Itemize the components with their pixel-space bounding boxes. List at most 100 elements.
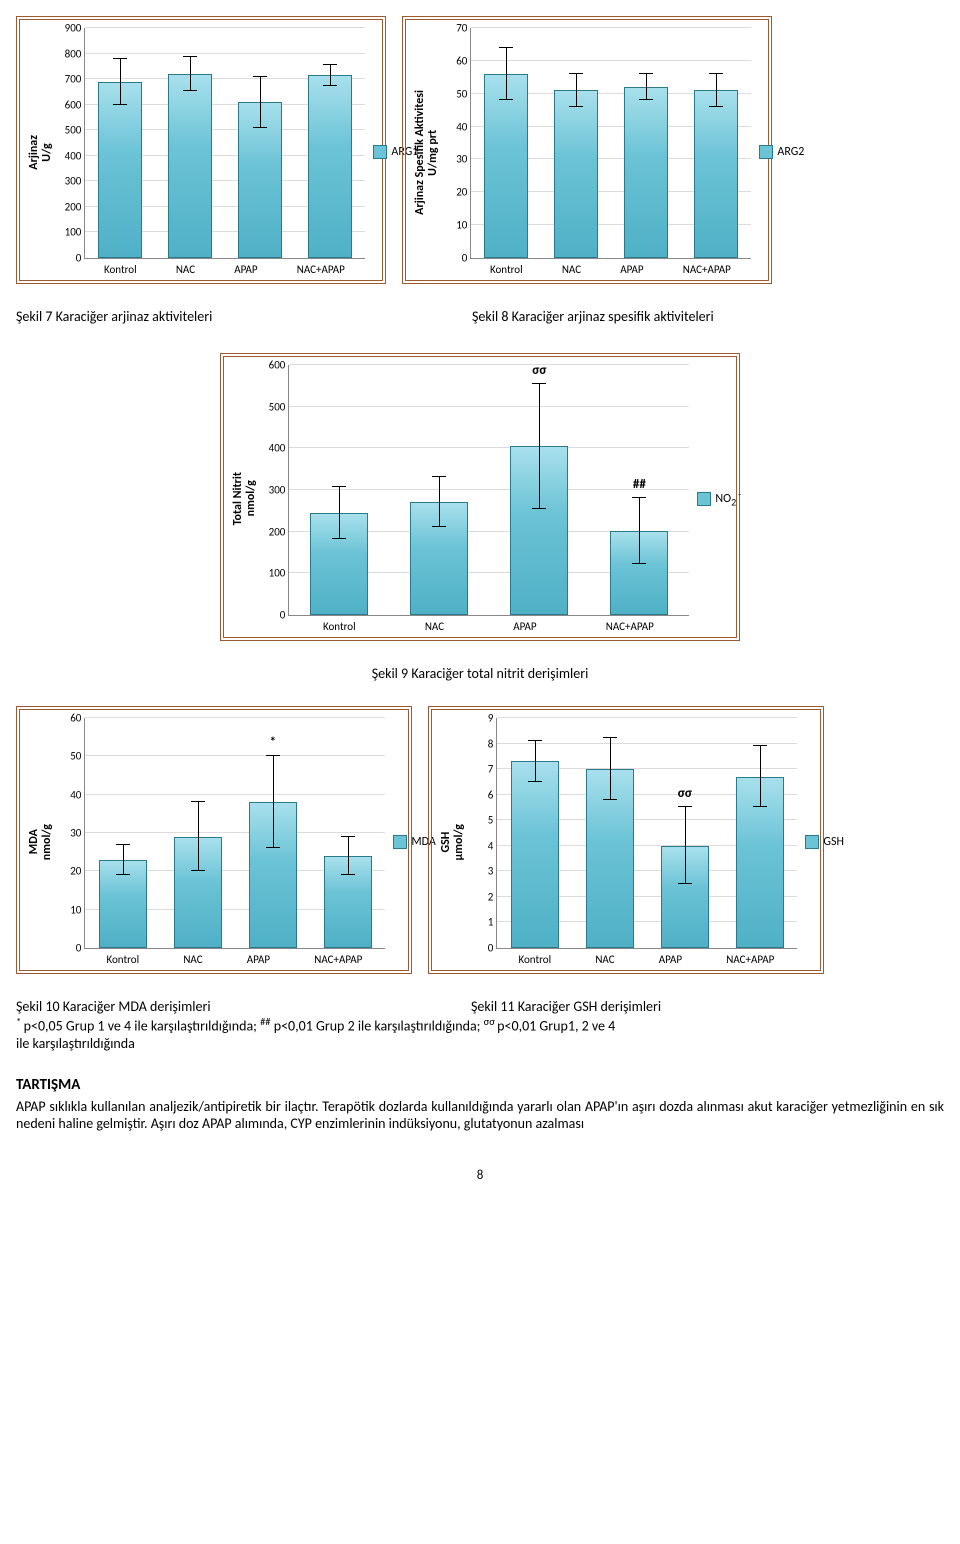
- chart-no2: Total Nitritnmol/g0100200300400500600σσ#…: [220, 353, 740, 641]
- arg2-xlabel: Kontrol: [490, 263, 523, 276]
- arg1-ytick: 500: [65, 124, 86, 137]
- mda-xlabel: NAC: [183, 953, 202, 966]
- gsh-legend: GSH: [797, 718, 844, 966]
- no2-xlabel: Kontrol: [323, 620, 356, 633]
- stats-note: * p<0,05 Grup 1 ve 4 ile karşılaştırıldı…: [16, 1015, 944, 1052]
- row-charts-2: Total Nitritnmol/g0100200300400500600σσ#…: [16, 353, 944, 641]
- mda-ylabel: MDAnmol/g: [28, 824, 54, 860]
- caption-fig10: Şekil 10 Karaciğer MDA derişimleri: [16, 998, 471, 1015]
- mda-ytick: 0: [76, 942, 86, 955]
- arg1-xlabel: APAP: [234, 263, 257, 276]
- stats-text-1: p<0,05 Grup 1 ve 4 ile karşılaştırıldığı…: [24, 1018, 260, 1035]
- arg2-bar: [624, 87, 668, 258]
- arg2-bar: [484, 74, 528, 258]
- stats-line2: ile karşılaştırıldığında: [16, 1035, 944, 1052]
- caption-fig11: Şekil 11 Karaciğer GSH derişimleri: [471, 998, 661, 1015]
- gsh-ytick: 7: [488, 763, 498, 776]
- caption-fig9: Şekil 9 Karaciğer total nitrit derişimle…: [16, 665, 944, 682]
- gsh-ytick: 2: [488, 890, 498, 903]
- gsh-ytick: 3: [488, 865, 498, 878]
- arg1-bar: [98, 82, 142, 258]
- arg2-xlabel: NAC: [562, 263, 581, 276]
- arg2-ytick: 0: [462, 252, 472, 265]
- arg1-ytick: 300: [65, 175, 86, 188]
- no2-ytick: 100: [269, 567, 290, 580]
- arg1-ytick: 100: [65, 226, 86, 239]
- row-charts-3: MDAnmol/g 0102030405060* Kontrol NAC APAP NAC…: [16, 706, 944, 974]
- gsh-xlabel: Kontrol: [518, 953, 551, 966]
- mda-xlabel: APAP: [247, 953, 270, 966]
- arg2-xlabel: APAP: [620, 263, 643, 276]
- mda-annotation: *: [270, 735, 276, 750]
- gsh-plot: 0123456789σσ: [496, 718, 797, 949]
- arg1-ytick: 600: [65, 98, 86, 111]
- gsh-ytick: 6: [488, 788, 498, 801]
- no2-annotation: σσ: [532, 363, 546, 378]
- no2-legend: NO2 -: [689, 365, 741, 633]
- arg2-ytick: 50: [456, 87, 471, 100]
- mda-ytick: 60: [70, 712, 85, 725]
- mda-ytick: 50: [70, 750, 85, 763]
- no2-xlabel: NAC: [425, 620, 444, 633]
- arg2-ytick: 20: [456, 186, 471, 199]
- no2-ytick: 200: [269, 525, 290, 538]
- gsh-ytick: 9: [488, 712, 498, 725]
- mda-ytick: 10: [70, 903, 85, 916]
- arg1-xlabel: NAC+APAP: [297, 263, 345, 276]
- mda-xlabel: Kontrol: [106, 953, 139, 966]
- gsh-legend-label: GSH: [823, 835, 844, 849]
- stats-text-2: p<0,01 Grup 2 ile karşılaştırıldığında;: [271, 1018, 484, 1035]
- no2-ytick: 0: [280, 609, 290, 622]
- arg2-xlabel: NAC+APAP: [683, 263, 731, 276]
- mda-ytick: 30: [70, 827, 85, 840]
- no2-annotation: ##: [633, 477, 646, 492]
- gsh-ytick: 4: [488, 839, 498, 852]
- gsh-xlabel: NAC+APAP: [726, 953, 774, 966]
- no2-legend-label: NO2 -: [715, 489, 741, 508]
- discussion-heading: TARTIŞMA: [16, 1076, 944, 1094]
- caption-row-1: Şekil 7 Karaciğer arjinaz aktiviteleri Ş…: [16, 308, 944, 325]
- no2-ytick: 600: [269, 359, 290, 372]
- no2-xlabel: APAP: [513, 620, 536, 633]
- arg1-ytick: 400: [65, 149, 86, 162]
- arg2-legend: ARG2: [751, 28, 804, 276]
- mda-plot: 0102030405060*: [84, 718, 385, 949]
- mda-ytick: 40: [70, 788, 85, 801]
- chart-mda: MDAnmol/g0102030405060*KontrolNACAPAPNAC…: [16, 706, 412, 974]
- stats-text-3: p<0,01 Grup1, 2 ve 4: [497, 1018, 615, 1035]
- arg1-ytick: 200: [65, 200, 86, 213]
- arg2-ylabel: Arjinaz Spesifik AktivitesiU/mg prt: [414, 90, 440, 215]
- stats-and-captions: Şekil 10 Karaciğer MDA derişimleri Şekil…: [16, 998, 944, 1052]
- discussion-paragraph: APAP sıklıkla kullanılan analjezik/antip…: [16, 1098, 944, 1132]
- caption-fig8: Şekil 8 Karaciğer arjinaz spesifik aktiv…: [472, 308, 714, 325]
- page-number: 8: [16, 1168, 944, 1183]
- gsh-ylabel: GSHμmol/g: [440, 824, 466, 861]
- no2-xlabel: NAC+APAP: [606, 620, 654, 633]
- gsh-ytick: 8: [488, 737, 498, 750]
- arg2-legend-label: ARG2: [777, 145, 804, 159]
- arg2-bar: [554, 90, 598, 258]
- arg2-plot: 010203040506070: [470, 28, 751, 259]
- stats-sup-sigma: σσ: [484, 1015, 498, 1028]
- arg2-ytick: 30: [456, 153, 471, 166]
- arg1-bar: [168, 74, 212, 258]
- arg1-plot: 0100200300400500600700800900: [84, 28, 365, 259]
- no2-ytick: 500: [269, 400, 290, 413]
- arg2-bar: [694, 90, 738, 258]
- chart-gsh: GSHμmol/g 0123456789σσ Kontrol NAC APAP NAC+A…: [428, 706, 824, 974]
- arg1-ytick: 0: [76, 252, 86, 265]
- arg2-ytick: 40: [456, 120, 471, 133]
- gsh-annotation: σσ: [678, 786, 692, 801]
- arg2-ytick: 70: [456, 22, 471, 35]
- arg1-xlabel: Kontrol: [104, 263, 137, 276]
- stats-sup-hash: ##: [260, 1015, 270, 1028]
- arg1-ytick: 800: [65, 47, 86, 60]
- no2-ylabel: Total Nitritnmol/g: [232, 472, 258, 525]
- no2-plot: 0100200300400500600σσ##: [288, 365, 689, 616]
- arg1-bar: [308, 75, 352, 258]
- caption-fig7: Şekil 7 Karaciğer arjinaz aktiviteleri: [16, 308, 456, 325]
- gsh-xlabel: NAC: [595, 953, 614, 966]
- arg1-ytick: 900: [65, 22, 86, 35]
- row-charts-1: ArjinazU/g0100200300400500600700800900Ko…: [16, 16, 944, 284]
- gsh-xlabel: APAP: [659, 953, 682, 966]
